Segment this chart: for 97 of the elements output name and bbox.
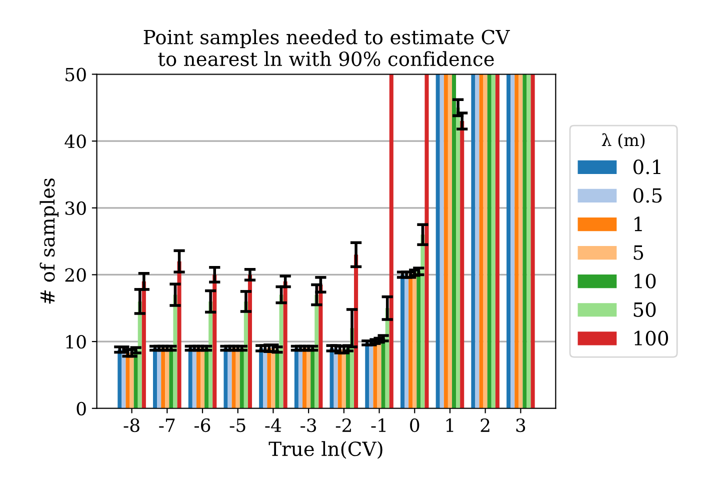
x-tick-label: -1 [371,418,386,432]
legend-label: 5 [634,245,644,260]
bar [200,348,205,408]
bar [448,74,452,408]
bar [283,281,288,408]
bar [228,348,232,408]
bar [330,348,334,408]
bar [142,281,146,408]
y-tick-label: 30 [65,201,86,216]
bar [369,342,374,408]
bar [522,74,527,408]
bar [267,348,272,408]
bar [514,74,519,408]
y-tick-label: 0 [76,402,86,416]
bar [416,271,421,408]
bar [271,348,276,408]
bar [224,348,228,408]
x-tick-label: -8 [124,418,140,432]
bar [471,74,476,408]
legend-label: 100 [634,330,668,346]
bar [444,74,448,408]
x-tick-label: 2 [480,418,490,432]
bar [408,274,413,408]
bar [118,350,122,408]
legend-label: 50 [634,302,656,317]
x-tick-label: 0 [410,418,420,432]
bar [495,74,500,408]
y-tick-label: 50 [66,68,86,82]
bar [204,348,209,408]
bar [298,348,302,408]
bar [157,348,162,408]
x-tick-label: 3 [516,418,526,432]
bar [460,121,464,408]
bar [165,348,170,408]
bar [389,74,394,408]
y-tick-label: 20 [65,268,86,282]
bar [420,234,425,408]
bar [491,74,496,408]
bar [530,74,535,408]
bar [506,74,511,408]
chart-title: Point samples needed to estimate CV to nearest ln with 90% confidence [144,29,510,66]
bar [236,348,240,408]
bar [161,348,166,408]
x-tick-label: 1 [446,418,454,432]
bar [275,350,280,408]
bar [404,274,409,408]
bar [456,108,460,408]
bar [192,348,196,408]
bar [483,74,488,408]
bar [153,348,158,408]
bar [196,348,200,408]
bar [318,284,323,408]
bar [302,348,307,408]
x-tick-label: -4 [265,418,282,432]
bar [381,338,386,408]
y-axis-title: # of samples [40,178,59,304]
x-tick-label: -6 [194,418,210,432]
y-tick-label: 40 [64,134,86,148]
bar [240,348,244,408]
x-tick-label: -5 [230,418,246,432]
bar [248,274,252,408]
bar [452,74,456,408]
bar [479,74,484,408]
bar [487,74,492,408]
x-tick-label: -3 [300,418,316,432]
bar [475,74,480,408]
bar [338,350,342,408]
bar [440,74,444,408]
bar [259,348,264,408]
legend-label: 0.5 [633,188,662,203]
legend-label: 1 [634,216,642,232]
legend-label: 0.1 [633,160,660,174]
bar [263,348,268,408]
legend-title: λ (m) [602,133,645,149]
bar [169,348,174,408]
bar [526,74,531,408]
bar [365,342,370,408]
bar [424,74,429,408]
x-axis-title: True ln(CV) [268,441,382,459]
bar [177,261,182,408]
x-tick-label: -7 [159,418,175,432]
legend-label: 10 [634,274,656,288]
bar [188,348,192,408]
bar [126,352,130,408]
bar [412,272,417,408]
bar [232,348,236,408]
bar [342,350,346,408]
bar [306,348,311,408]
y-tick-label: 10 [66,335,86,349]
bar [310,348,315,408]
bar [294,348,298,408]
bar [130,352,134,408]
bar [518,74,523,408]
bar [510,74,515,408]
bar [436,74,440,408]
bar [400,274,405,408]
x-tick-label: -2 [336,418,351,432]
